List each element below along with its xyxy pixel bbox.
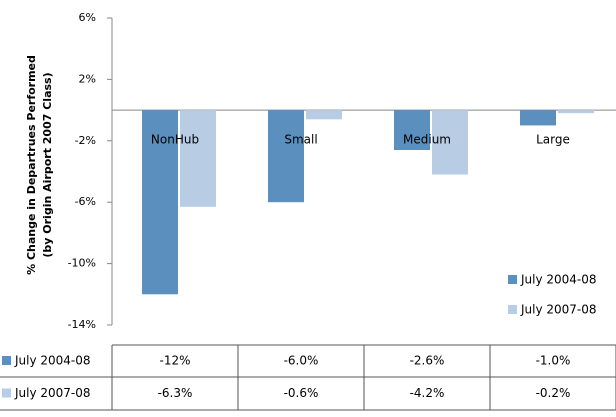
y-axis-title: (by Origin Airport 2007 Class) — [41, 72, 54, 257]
legend-label: July 2004-08 — [520, 273, 597, 287]
category-label: NonHub — [151, 133, 199, 147]
table-row-label: July 2007-08 — [14, 386, 91, 400]
bar — [394, 110, 430, 151]
bar — [180, 110, 216, 207]
bar — [520, 110, 556, 126]
bar — [558, 110, 594, 114]
table-cell: -2.6% — [410, 354, 445, 368]
table-legend-swatch — [2, 356, 11, 365]
y-tick-label: 6% — [79, 11, 96, 24]
y-tick-label: -10% — [68, 257, 96, 270]
table-cell: -0.6% — [284, 386, 319, 400]
table-legend-swatch — [2, 388, 11, 398]
table-cell: -4.2% — [410, 386, 445, 400]
bar — [142, 110, 178, 295]
table-cell: -0.2% — [536, 386, 571, 400]
legend-label: July 2007-08 — [520, 303, 597, 317]
y-axis-title: % Change in Departrues Performed — [25, 55, 38, 275]
table-row-label: July 2004-08 — [14, 354, 91, 368]
category-label: Large — [536, 133, 570, 147]
category-label: Small — [284, 133, 317, 147]
table-cell: -12% — [159, 354, 190, 368]
legend-swatch — [508, 275, 517, 284]
y-tick-label: 2% — [79, 72, 96, 85]
y-tick-label: -14% — [68, 318, 96, 331]
bar — [268, 110, 304, 203]
legend-swatch — [508, 305, 517, 314]
y-tick-label: -2% — [75, 134, 96, 147]
bar — [306, 110, 342, 120]
y-tick-label: -6% — [75, 195, 96, 208]
category-label: Medium — [403, 133, 451, 147]
table-cell: -6.0% — [284, 354, 319, 368]
bar — [432, 110, 468, 175]
table-cell: -1.0% — [536, 354, 571, 368]
table-cell: -6.3% — [158, 386, 193, 400]
